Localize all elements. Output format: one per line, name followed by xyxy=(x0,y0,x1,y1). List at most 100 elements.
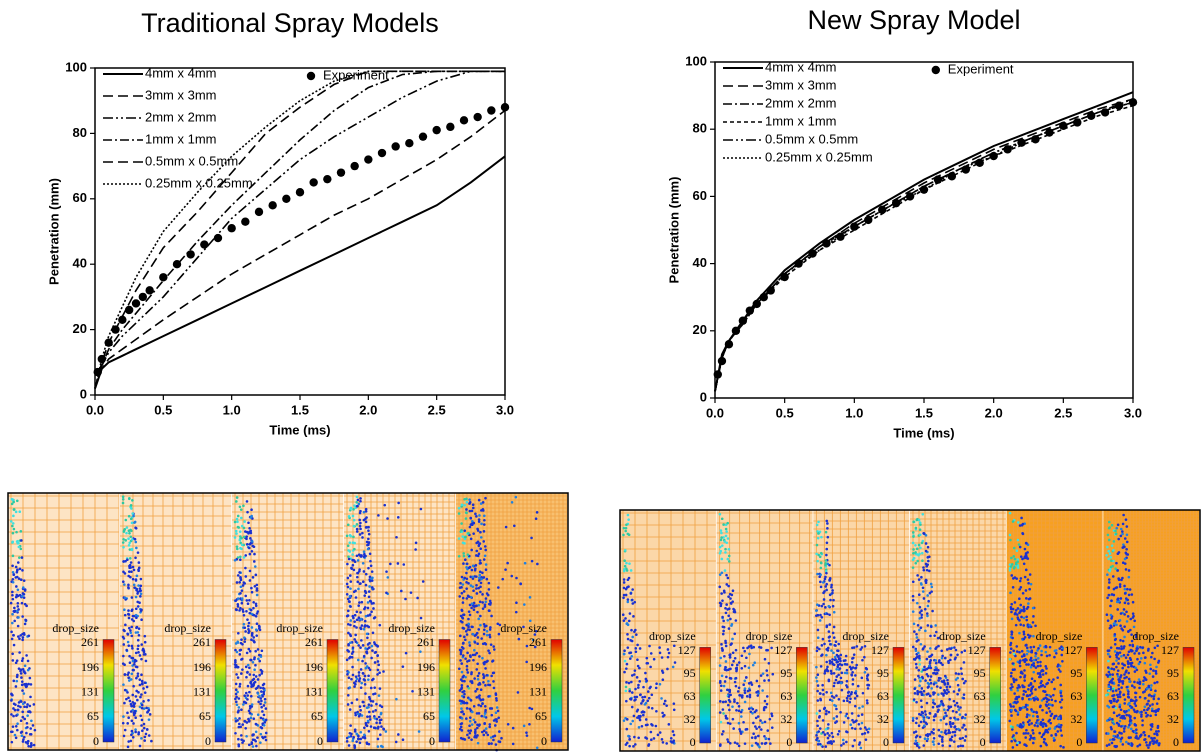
data-point xyxy=(780,273,788,281)
droplet xyxy=(864,726,867,729)
droplet xyxy=(1059,701,1062,704)
droplet xyxy=(816,680,819,683)
droplet xyxy=(930,667,933,670)
droplet xyxy=(731,638,734,641)
droplet xyxy=(237,641,240,644)
droplet xyxy=(29,677,32,680)
droplet xyxy=(465,512,468,515)
droplet xyxy=(129,631,132,634)
droplet xyxy=(622,596,625,599)
droplet xyxy=(941,657,944,660)
droplet xyxy=(250,532,253,535)
droplet xyxy=(1156,708,1159,711)
droplet xyxy=(128,544,131,547)
droplet xyxy=(943,717,946,720)
droplet xyxy=(347,610,350,613)
droplet xyxy=(483,628,486,631)
droplet xyxy=(1010,611,1013,614)
droplet xyxy=(1117,524,1120,527)
droplet xyxy=(1013,681,1016,684)
droplet xyxy=(364,647,367,650)
droplet xyxy=(18,651,21,654)
droplet xyxy=(131,618,134,621)
droplet xyxy=(135,665,138,668)
droplet xyxy=(623,581,626,584)
droplet xyxy=(135,579,138,582)
droplet xyxy=(728,627,731,630)
droplet xyxy=(626,646,629,649)
droplet xyxy=(633,736,636,739)
droplet xyxy=(131,730,134,733)
droplet xyxy=(236,719,239,722)
droplet xyxy=(466,597,469,600)
droplet xyxy=(1112,690,1115,693)
droplet xyxy=(363,608,366,611)
droplet xyxy=(420,617,423,620)
data-point xyxy=(487,106,495,114)
droplet xyxy=(1107,660,1110,663)
droplet xyxy=(1016,549,1019,552)
droplet xyxy=(1118,688,1121,691)
droplet xyxy=(740,715,743,718)
droplet xyxy=(239,530,242,533)
droplet xyxy=(493,719,496,722)
droplet xyxy=(635,633,638,636)
droplet xyxy=(1037,722,1040,725)
data-point xyxy=(1073,118,1081,126)
droplet xyxy=(528,723,531,726)
droplet xyxy=(363,727,366,730)
droplet xyxy=(735,670,738,673)
droplet xyxy=(751,683,754,686)
droplet xyxy=(1111,524,1114,527)
droplet xyxy=(20,676,23,679)
droplet xyxy=(243,582,246,585)
data-point xyxy=(714,370,722,378)
droplet xyxy=(673,708,676,711)
droplet xyxy=(367,548,370,551)
droplet xyxy=(1051,698,1054,701)
droplet xyxy=(915,527,918,530)
droplet xyxy=(468,736,471,739)
droplet xyxy=(766,729,769,732)
legend-label: 0.5mm x 0.5mm xyxy=(765,131,858,146)
droplet xyxy=(1124,588,1127,591)
droplet xyxy=(638,680,641,683)
droplet xyxy=(1110,614,1113,617)
droplet xyxy=(1150,656,1153,659)
droplet xyxy=(130,710,133,713)
droplet xyxy=(471,602,474,605)
droplet xyxy=(1133,619,1136,622)
droplet xyxy=(146,728,149,731)
droplet xyxy=(356,618,359,621)
droplet xyxy=(27,683,30,686)
droplet xyxy=(817,743,820,746)
droplet xyxy=(824,606,827,609)
y-tick-label: 40 xyxy=(73,256,87,271)
droplet xyxy=(505,526,508,529)
droplet xyxy=(718,586,721,589)
droplet xyxy=(674,661,677,664)
droplet xyxy=(474,730,477,733)
droplet xyxy=(745,656,748,659)
droplet xyxy=(926,658,929,661)
x-axis-label: Time (ms) xyxy=(269,422,330,437)
droplet xyxy=(631,588,634,591)
droplet xyxy=(22,592,25,595)
droplet xyxy=(1120,655,1123,658)
droplet xyxy=(17,602,20,605)
data-point xyxy=(934,175,942,183)
droplet xyxy=(1114,567,1117,570)
droplet xyxy=(379,733,382,736)
droplet xyxy=(130,507,133,510)
droplet xyxy=(750,647,753,650)
droplet xyxy=(719,513,722,516)
droplet xyxy=(492,739,495,742)
droplet xyxy=(359,731,362,734)
droplet xyxy=(854,697,857,700)
droplet xyxy=(250,685,253,688)
droplet xyxy=(140,658,143,661)
droplet xyxy=(1026,713,1029,716)
droplet xyxy=(1045,667,1048,670)
droplet xyxy=(129,529,132,532)
droplet xyxy=(758,726,761,729)
